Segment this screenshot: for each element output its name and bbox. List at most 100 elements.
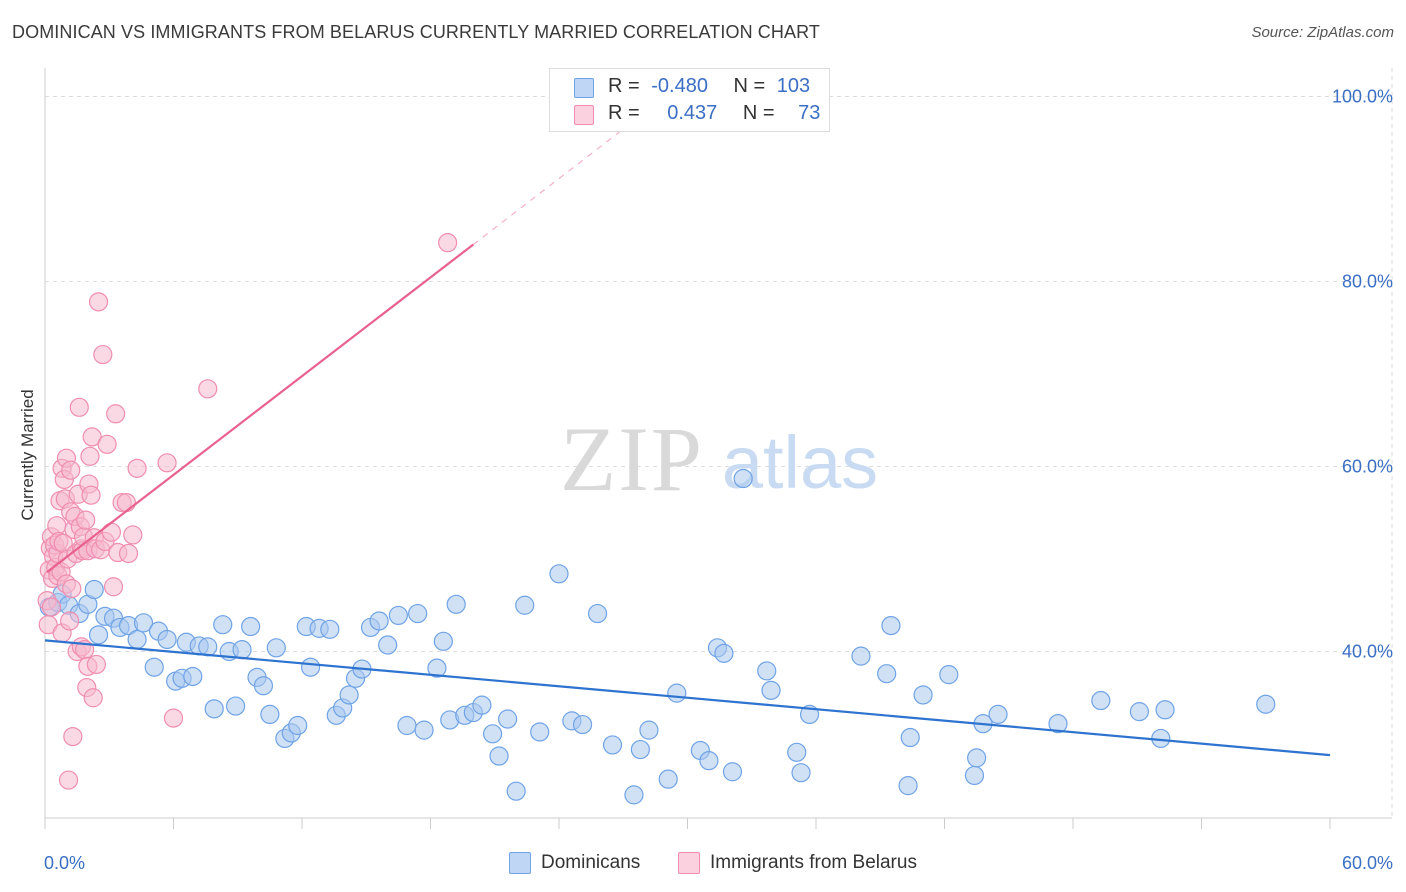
- data-point: [787, 742, 807, 762]
- data-point: [63, 726, 83, 747]
- chart-title: DOMINICAN VS IMMIGRANTS FROM BELARUS CUR…: [12, 22, 820, 42]
- data-point: [438, 233, 458, 253]
- data-point: [369, 611, 389, 631]
- y-tick-label: 60.0%: [1342, 457, 1393, 477]
- data-point: [1155, 700, 1175, 720]
- data-point: [232, 640, 252, 660]
- data-point: [80, 446, 100, 466]
- legend-swatch-dominicans: [574, 78, 594, 98]
- data-point: [913, 685, 933, 705]
- data-point: [253, 676, 274, 696]
- correlation-legend: R = -0.480 N = 103 R = 0.437 N = 73: [549, 68, 830, 132]
- data-point: [213, 615, 233, 635]
- data-point: [988, 704, 1008, 725]
- data-point: [58, 770, 79, 790]
- y-axis-label: Currently Married: [18, 389, 37, 521]
- trend-line-0: [44, 639, 1331, 757]
- data-point: [97, 434, 117, 454]
- legend-n-value: 103: [776, 75, 811, 97]
- data-point: [84, 579, 104, 600]
- legend-r-label: R =: [608, 75, 640, 97]
- data-point: [733, 468, 753, 489]
- data-point: [602, 735, 623, 755]
- data-point: [851, 646, 871, 666]
- legend-label-dominicans: Dominicans: [541, 852, 641, 873]
- axes: [44, 68, 1392, 829]
- watermark: ZIP atlas: [560, 408, 878, 510]
- data-point: [339, 685, 359, 705]
- data-point: [88, 292, 109, 312]
- legend-r-label: R =: [608, 102, 640, 124]
- data-point: [1256, 694, 1276, 714]
- trend-lines: [44, 130, 1331, 757]
- data-point: [47, 516, 67, 536]
- legend-r-value: 0.437: [667, 102, 718, 124]
- data-point: [624, 785, 644, 805]
- data-point: [397, 715, 417, 736]
- data-point: [133, 613, 154, 633]
- x-tick-label-max: 60.0%: [1342, 853, 1393, 873]
- source-label: Source: ZipAtlas.com: [1251, 24, 1394, 41]
- data-point: [1129, 702, 1149, 722]
- data-point: [433, 631, 453, 651]
- data-point: [86, 654, 107, 675]
- data-point: [898, 776, 918, 796]
- data-point: [939, 665, 959, 685]
- data-point: [378, 635, 398, 655]
- data-point: [877, 664, 897, 684]
- gridlines: [45, 68, 1393, 818]
- series-dominicans-points: [39, 468, 1276, 805]
- legend-r-value: -0.480: [651, 75, 708, 97]
- data-point: [699, 751, 719, 771]
- data-point: [106, 404, 126, 424]
- data-point: [144, 657, 164, 677]
- data-point: [101, 522, 121, 542]
- legend-n-label: N =: [742, 102, 775, 124]
- data-point: [69, 397, 89, 417]
- y-tick-label: 100.0%: [1332, 87, 1393, 107]
- data-point: [900, 727, 920, 748]
- data-point: [658, 769, 678, 789]
- watermark-atlas: atlas: [722, 421, 878, 504]
- data-point: [472, 695, 492, 715]
- data-point: [489, 746, 509, 766]
- x-tick-label-min: 0.0%: [44, 853, 85, 873]
- data-point: [127, 458, 147, 478]
- data-point: [791, 763, 811, 783]
- data-point: [61, 460, 81, 480]
- data-point: [483, 724, 503, 744]
- data-point: [572, 714, 593, 735]
- data-point: [103, 577, 124, 597]
- data-point: [761, 680, 781, 700]
- data-point: [88, 625, 109, 645]
- data-point: [967, 748, 987, 768]
- data-point: [757, 661, 777, 681]
- data-point: [300, 657, 321, 677]
- legend-swatch-dominicans: [509, 852, 531, 874]
- x-tick-labels: 0.0% 60.0%: [44, 853, 1393, 873]
- trend-line-1: [46, 243, 475, 573]
- data-point: [118, 543, 139, 564]
- data-point: [881, 615, 901, 636]
- data-point: [530, 722, 550, 742]
- data-point: [639, 720, 659, 740]
- data-point: [157, 629, 177, 650]
- y-tick-label: 40.0%: [1342, 642, 1393, 662]
- data-point: [498, 709, 518, 729]
- series-belarus-points: [37, 233, 458, 790]
- data-point: [93, 344, 113, 365]
- data-point: [62, 578, 82, 599]
- data-point: [241, 616, 261, 637]
- data-point: [427, 658, 447, 678]
- data-point: [226, 696, 246, 716]
- data-point: [83, 688, 103, 708]
- data-point: [81, 485, 101, 505]
- data-point: [964, 765, 985, 786]
- legend-label-belarus: Immigrants from Belarus: [710, 852, 917, 873]
- data-point: [667, 683, 687, 703]
- y-tick-labels: 40.0% 60.0% 80.0% 100.0%: [1332, 87, 1393, 662]
- data-point: [163, 708, 184, 728]
- data-point: [1091, 690, 1111, 711]
- data-point: [388, 605, 408, 626]
